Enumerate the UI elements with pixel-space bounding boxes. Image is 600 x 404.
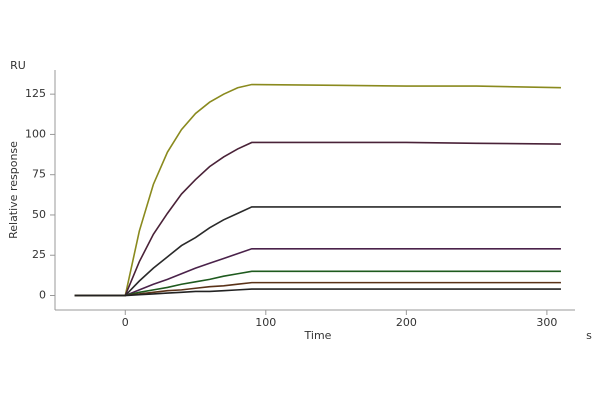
y-tick-label: 100 [25, 127, 46, 140]
sensorgram-line [74, 281, 561, 297]
sensorgram-line [74, 141, 561, 297]
x-axis-title: Time [304, 329, 332, 342]
sensorgram-line [74, 83, 561, 297]
sensorgram-line [74, 270, 561, 297]
sensorgram-line [74, 247, 561, 297]
x-tick-label: 200 [396, 316, 417, 329]
y-tick-label: 75 [32, 168, 46, 181]
x-tick-label: 300 [536, 316, 557, 329]
y-tick-label: 0 [39, 289, 46, 302]
y-axis-title: Relative response [7, 141, 20, 239]
y-tick-label: 25 [32, 248, 46, 261]
y-tick-label: 125 [25, 87, 46, 100]
x-tick-label: 100 [255, 316, 276, 329]
x-tick-label: 0 [122, 316, 129, 329]
y-tick-label: 50 [32, 208, 46, 221]
sensorgram-line [74, 206, 561, 297]
sensorgram-line [74, 288, 561, 297]
x-unit: s [586, 329, 592, 342]
y-unit: RU [10, 59, 26, 72]
